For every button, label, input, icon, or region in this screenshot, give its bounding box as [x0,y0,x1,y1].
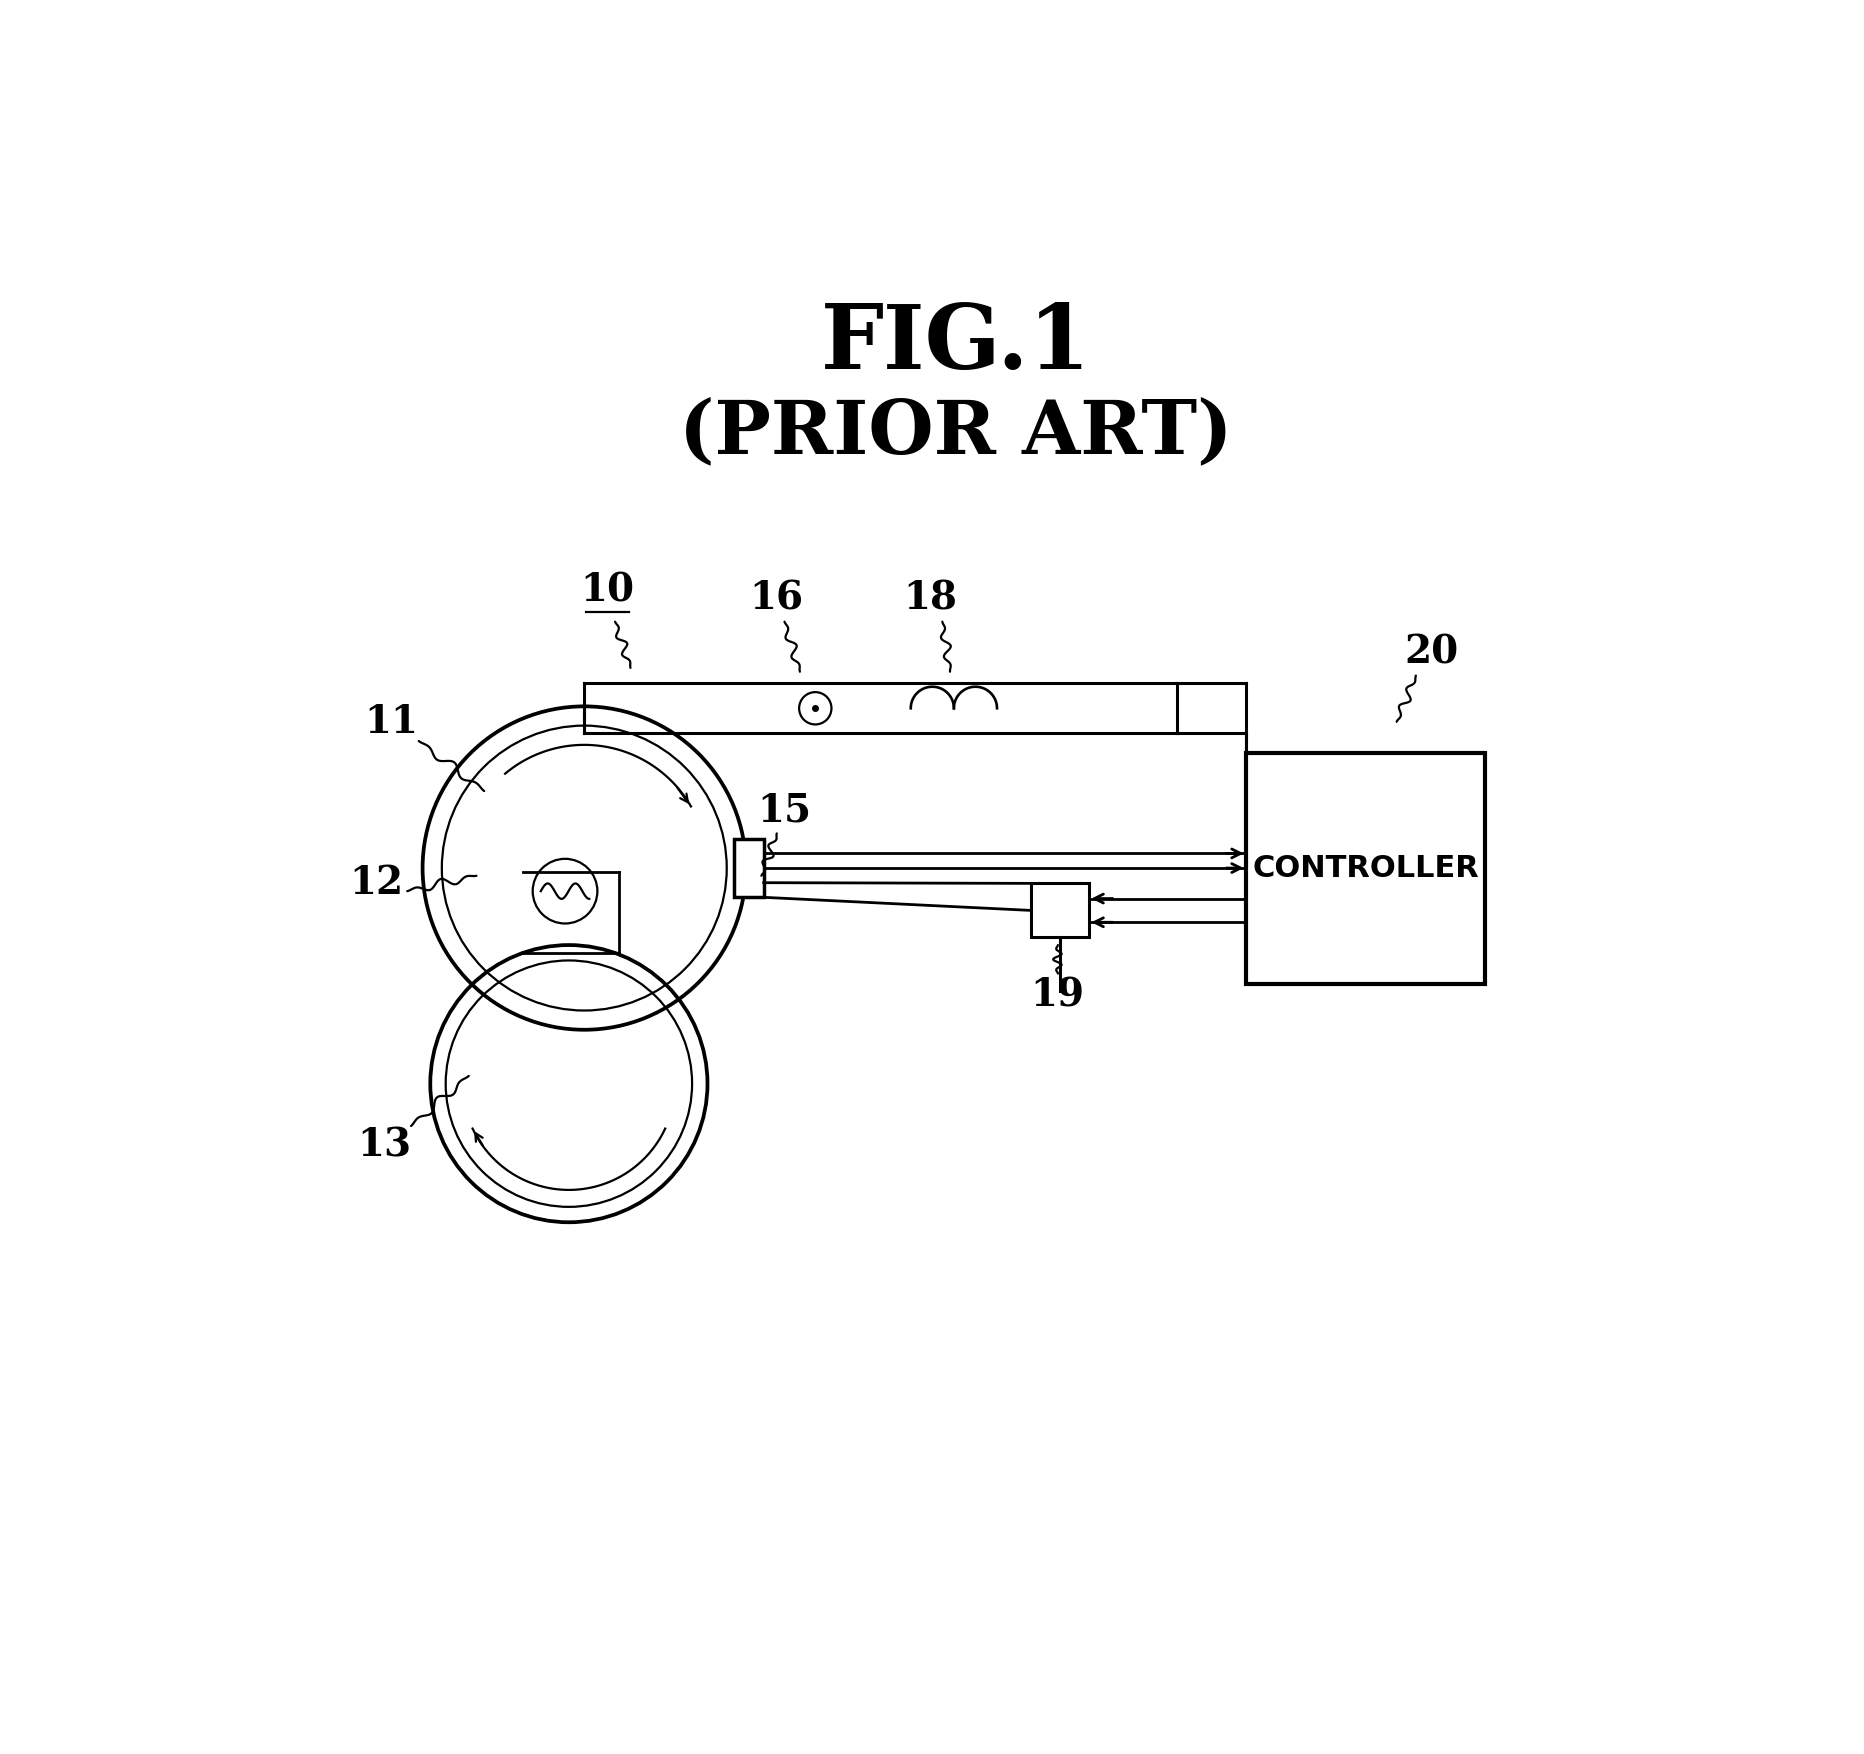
Text: CONTROLLER: CONTROLLER [1253,854,1478,882]
Bar [734,838,762,898]
Text: 18: 18 [904,579,958,617]
Text: 16: 16 [749,579,803,617]
Text: 10: 10 [580,572,634,610]
Text: 19: 19 [1031,977,1085,1014]
Text: FIG.1: FIG.1 [820,302,1090,388]
Text: 11: 11 [365,703,419,740]
Text: 12: 12 [349,865,403,903]
Text: 13: 13 [356,1126,410,1165]
Circle shape [798,693,831,724]
Bar [1031,884,1089,937]
Bar [1245,752,1484,984]
Text: (PRIOR ART): (PRIOR ART) [678,396,1232,470]
Text: 15: 15 [757,791,811,830]
Text: 20: 20 [1404,633,1458,672]
